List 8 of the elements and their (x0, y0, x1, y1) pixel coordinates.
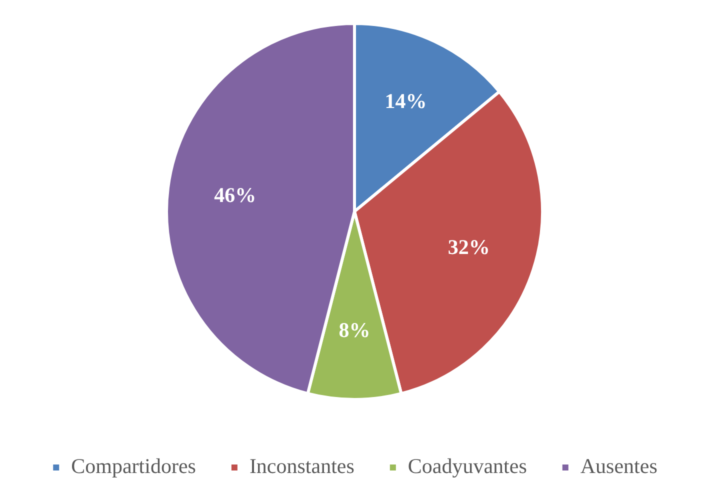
legend-label: Inconstantes (249, 454, 354, 478)
data-label: 14% (384, 89, 427, 114)
data-label: 32% (448, 235, 490, 260)
legend-label: Ausentes (580, 454, 658, 478)
data-label: 8% (338, 318, 370, 342)
legend-label: Compartidores (71, 454, 196, 478)
data-label: 46% (214, 182, 256, 207)
legend-label: Coadyuvantes (408, 454, 527, 478)
